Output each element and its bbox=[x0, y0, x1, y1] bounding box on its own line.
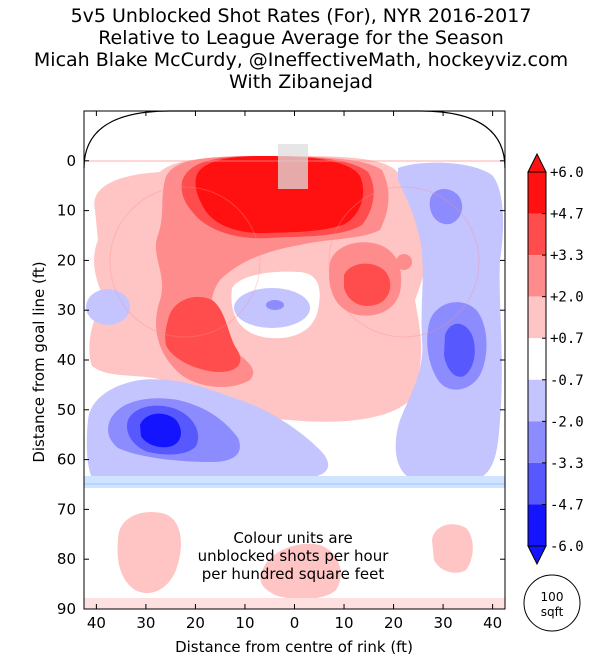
goal-crease bbox=[278, 144, 308, 189]
contour-pink-lower-right bbox=[432, 524, 473, 573]
contour-red-core bbox=[195, 156, 364, 234]
x-tick-label: 20 bbox=[186, 614, 205, 632]
colorbar-label: -0.7 bbox=[550, 373, 584, 389]
colorbar-label: +0.7 bbox=[550, 331, 584, 347]
contour-pink-lower-center bbox=[260, 543, 341, 600]
colorbar-bottom-arrow bbox=[527, 545, 547, 566]
contour-pink-lower-left bbox=[117, 511, 181, 594]
contour-blue-bl-deep bbox=[140, 413, 181, 448]
scale-circle-value: 100 bbox=[541, 590, 564, 604]
x-axis: 40 30 20 10 0 10 20 30 40 bbox=[87, 111, 502, 632]
contour-blue-right-deep bbox=[444, 323, 475, 377]
colorbar-label: -2.0 bbox=[550, 414, 584, 430]
y-tick-label: 80 bbox=[57, 550, 76, 568]
colorbar-label: +6.0 bbox=[550, 165, 584, 181]
contour-red-left bbox=[165, 296, 241, 372]
colorbar-label: -6.0 bbox=[550, 539, 584, 555]
colorbar-segment bbox=[528, 296, 546, 339]
chart-title-line-1: 5v5 Unblocked Shot Rates (For), NYR 2016… bbox=[70, 5, 532, 27]
colorbar-frame bbox=[527, 171, 547, 547]
annotation-line-2: unblocked shots per hour bbox=[198, 547, 390, 565]
colorbar: +6.0 +4.7 +3.3 +2.0 +0.7 -0.7 -2.0 -3.3 -4.7 -6.0 bbox=[527, 152, 584, 566]
chart-title-line-4: With Zibanejad bbox=[229, 71, 373, 93]
colorbar-segment bbox=[528, 379, 546, 422]
faceoff-circle-right bbox=[328, 186, 480, 338]
annotation-line-1: Colour units are bbox=[233, 529, 352, 547]
scale-circle-unit: sqft bbox=[541, 605, 564, 619]
plot-area bbox=[84, 111, 505, 609]
annotation-line-3: per hundred square feet bbox=[202, 565, 385, 583]
colorbar-segment bbox=[528, 255, 546, 297]
scale-circle bbox=[523, 574, 581, 632]
colorbar-segment bbox=[528, 213, 546, 256]
colorbar-segment bbox=[528, 504, 546, 546]
y-tick-label: 20 bbox=[57, 251, 76, 269]
contour-blue-band bbox=[84, 476, 505, 488]
colorbar-segment bbox=[528, 421, 546, 463]
x-tick-label: 10 bbox=[334, 614, 353, 632]
y-tick-label: 70 bbox=[57, 500, 76, 518]
colorbar-segment bbox=[528, 462, 546, 505]
y-tick-label: 10 bbox=[57, 202, 76, 220]
contour-pink-bottom-band bbox=[84, 598, 505, 609]
y-axis-title: Distance from goal line (ft) bbox=[30, 261, 48, 462]
contour-blue-right-top bbox=[429, 188, 463, 225]
contour-blue-left-small bbox=[86, 289, 130, 325]
y-tick-label: 60 bbox=[57, 451, 76, 469]
x-tick-label: 40 bbox=[87, 614, 106, 632]
colorbar-top-arrow bbox=[527, 152, 547, 173]
contour-cyan-band bbox=[84, 476, 505, 488]
chart-title-line-2: Relative to League Average for the Seaso… bbox=[98, 27, 504, 49]
y-tick-label: 50 bbox=[57, 401, 76, 419]
x-tick-label: 30 bbox=[136, 614, 155, 632]
colorbar-label: -3.3 bbox=[550, 456, 584, 472]
y-tick-label: 90 bbox=[57, 600, 76, 618]
contour-pink-dot-right bbox=[396, 254, 412, 270]
faceoff-circle-left bbox=[109, 186, 261, 338]
x-tick-label: 40 bbox=[483, 614, 502, 632]
y-tick-label: 40 bbox=[57, 351, 76, 369]
y-tick-label: 30 bbox=[57, 301, 76, 319]
colorbar-label: -4.7 bbox=[550, 497, 584, 513]
colorbar-segment bbox=[528, 172, 546, 214]
y-tick-label: 0 bbox=[66, 152, 76, 170]
contour-red-right bbox=[344, 263, 391, 307]
x-axis-title: Distance from centre of rink (ft) bbox=[175, 638, 413, 656]
colorbar-segment bbox=[528, 338, 546, 380]
colorbar-label: +2.0 bbox=[550, 290, 584, 306]
contour-blue-center-inner bbox=[266, 300, 284, 310]
contour-pink-dot-left bbox=[177, 254, 193, 270]
colorbar-label: +3.3 bbox=[550, 248, 584, 264]
x-tick-label: 30 bbox=[434, 614, 453, 632]
x-tick-label: 0 bbox=[290, 614, 300, 632]
chart-title-line-3: Micah Blake McCurdy, @IneffectiveMath, h… bbox=[33, 49, 569, 71]
colorbar-label: +4.7 bbox=[550, 207, 584, 223]
x-tick-label: 10 bbox=[235, 614, 254, 632]
x-tick-label: 20 bbox=[384, 614, 403, 632]
y-axis: 0 10 20 30 40 50 60 70 80 90 bbox=[57, 152, 505, 618]
